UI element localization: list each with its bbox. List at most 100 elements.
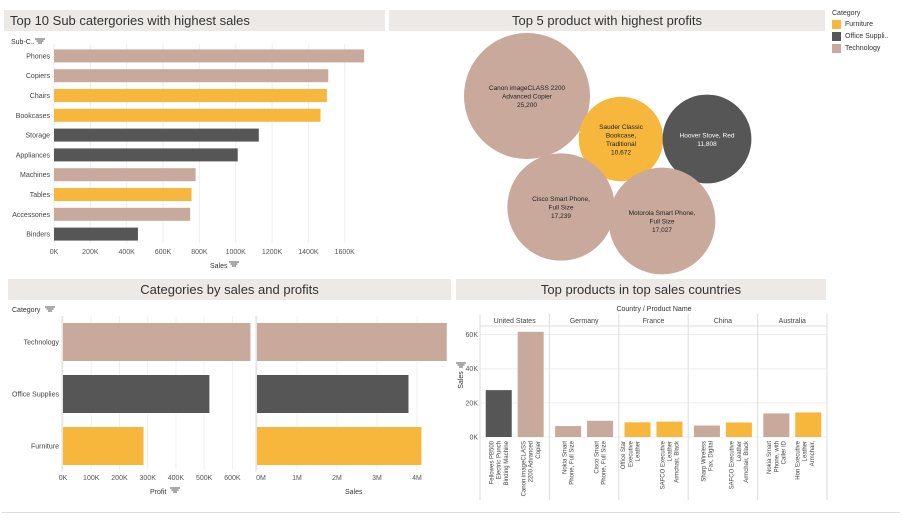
countries-bar[interactable] — [795, 412, 822, 437]
countries-product-label: SAFCO Executive — [660, 440, 666, 489]
countries-country-label: France — [643, 318, 665, 325]
legend-item-office-supplies[interactable]: Office Suppli.. — [832, 32, 888, 41]
countries-country-label: China — [714, 318, 732, 325]
catprofit-profit-sort-icon[interactable] — [170, 487, 180, 493]
countries-ytick-label: 40K — [466, 366, 479, 373]
countries-product-label: Cisco Smart — [594, 441, 600, 474]
subcat-bar[interactable] — [54, 69, 329, 83]
catprofit-profit-bar[interactable] — [63, 427, 144, 465]
countries-product-label: Armchair, Black — [675, 440, 681, 483]
bubble-circle[interactable] — [507, 153, 615, 261]
countries-product-label: Caller ID — [782, 440, 788, 464]
subcat-category-label: Storage — [25, 133, 50, 140]
bubble-circle[interactable] — [662, 94, 752, 184]
subcat-category-label: Appliances — [16, 152, 51, 159]
subcat-category-label: Copiers — [26, 73, 51, 80]
bubbles-title: Top 5 product with highest profits — [389, 10, 825, 31]
catprofit-profit-tick-label: 400K — [168, 475, 185, 482]
bubble-circle[interactable] — [464, 33, 590, 159]
countries-product-label: Leather — [803, 441, 809, 461]
subcat-category-label: Binders — [26, 232, 50, 239]
subcat-bar[interactable] — [54, 128, 259, 142]
countries-bar[interactable] — [517, 331, 544, 437]
catprofit-sales-tick-label: 3M — [372, 475, 382, 482]
bubble-circle[interactable] — [578, 96, 664, 182]
bubble-value-label: 10,672 — [611, 149, 631, 156]
countries-product-label: Leather — [667, 441, 673, 461]
catprofit-profit-tick-label: 600K — [224, 475, 241, 482]
catprofit-profit-bar[interactable] — [63, 323, 251, 361]
subcat-category-label: Tables — [30, 192, 51, 199]
countries-bar[interactable] — [624, 422, 651, 437]
subcat-bar[interactable] — [54, 227, 138, 241]
countries-product-label: Office Star — [621, 441, 627, 469]
catprofit-profit-tick-label: 0K — [59, 475, 68, 482]
subcat-sort-icon[interactable] — [35, 38, 45, 44]
catprofit-sales-xlabel: Sales — [345, 489, 363, 496]
dashboard-frame — [2, 2, 900, 513]
legend-item-technology[interactable]: Technology — [832, 44, 888, 53]
catprofit-sort-icon[interactable] — [45, 306, 55, 312]
subcat-bar[interactable] — [54, 49, 365, 63]
legend-label-technology: Technology — [845, 45, 881, 52]
subcat-bar[interactable] — [54, 207, 191, 221]
countries-bar[interactable] — [725, 422, 752, 437]
catprofit-category-label: Office Supplies — [12, 392, 59, 399]
catprofit-category-label: Furniture — [31, 444, 59, 451]
countries-ytick-label: 60K — [466, 332, 479, 339]
countries-product-label: Copier — [536, 441, 542, 459]
bubble-circle[interactable] — [608, 167, 716, 275]
legend-label-furniture: Furniture — [845, 21, 874, 28]
catprofit-sales-tick-label: 4M — [412, 475, 422, 482]
bubble-name-label: Bookcase, — [606, 132, 637, 139]
countries-ytick-label: 20K — [466, 400, 479, 407]
catprofit-sales-bar[interactable] — [257, 427, 422, 465]
subcat-category-label: Accessories — [12, 212, 50, 219]
legend-label-office-supplies: Office Suppli.. — [845, 33, 889, 40]
category-legend[interactable]: Category Furniture Office Suppli.. Techn… — [832, 10, 888, 56]
countries-country-label: United States — [494, 318, 537, 325]
bubble-value-label: 17,239 — [551, 213, 571, 220]
catprofit-ylabel: Category — [12, 307, 41, 314]
subcat-xtick-label: 200K — [82, 249, 99, 256]
countries-bar[interactable] — [763, 413, 790, 437]
countries-bar[interactable] — [485, 390, 512, 437]
catprofit-sales-bar[interactable] — [257, 375, 409, 413]
legend-swatch-furniture — [832, 20, 841, 29]
subcat-xlabel-sort-icon[interactable] — [229, 261, 239, 267]
bubble-name-label: Full Size — [549, 205, 574, 212]
subcat-bar[interactable] — [54, 108, 321, 122]
countries-country-label: Germany — [570, 318, 599, 325]
countries-bar[interactable] — [555, 426, 582, 437]
catprofit-sales-bar[interactable] — [257, 323, 447, 361]
subcat-bar[interactable] — [54, 188, 192, 201]
countries-bar[interactable] — [656, 421, 683, 437]
catprofit-sales-tick-label: 2M — [332, 475, 342, 482]
bubble-name-label: Traditional — [606, 141, 637, 148]
countries-product-label: Nokia Smart — [563, 441, 569, 474]
bubble-value-label: 25,200 — [517, 102, 537, 109]
countries-product-label: Leather — [636, 441, 642, 461]
subcat-bar[interactable] — [54, 148, 238, 162]
catprofit-profit-bar[interactable] — [63, 375, 210, 413]
bubble-name-label: Full Size — [650, 219, 675, 226]
subcat-xtick-label: 400K — [119, 249, 136, 256]
legend-item-furniture[interactable]: Furniture — [832, 20, 888, 29]
bubble-value-label: 17,027 — [652, 227, 672, 234]
catprofit-profit-tick-label: 100K — [83, 475, 100, 482]
countries-product-label: Phone, Full Size — [570, 440, 576, 484]
subcat-xtick-label: 800K — [191, 249, 208, 256]
countries-product-label: Phone, Full Size — [602, 440, 608, 484]
catprofit-title: Categories by sales and profits — [8, 279, 451, 300]
countries-bar[interactable] — [693, 425, 720, 437]
bubble-name-label: Advanced Copier — [502, 94, 553, 101]
countries-bar[interactable] — [587, 420, 614, 437]
countries-product-label: SAFCO Executive — [730, 440, 736, 489]
subcat-bar[interactable] — [54, 89, 327, 102]
countries-product-label: Phone, with — [774, 441, 780, 472]
subcat-xtick-label: 1000K — [226, 249, 247, 256]
subcat-bar[interactable] — [54, 168, 196, 182]
countries-sort-icon[interactable] — [456, 362, 466, 368]
countries-product-label: Electric Punch — [497, 441, 503, 479]
